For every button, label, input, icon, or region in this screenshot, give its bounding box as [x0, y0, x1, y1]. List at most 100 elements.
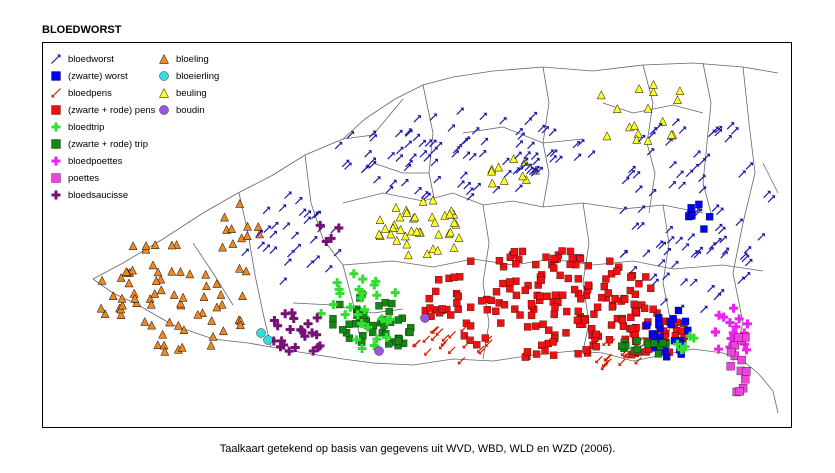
map-marker-bloeling [235, 263, 244, 273]
map-marker-bloedworst [524, 117, 532, 126]
map-marker-bloeling [242, 231, 252, 240]
map-marker-beuling [629, 121, 639, 130]
province-border [582, 202, 590, 352]
map-marker-bloedworst [480, 137, 489, 146]
map-marker-beuling [374, 229, 384, 239]
map-marker-bloedworst [420, 191, 429, 199]
map-marker-beuling [649, 79, 658, 89]
map-marker-bloedpoettes [729, 303, 739, 313]
map-marker-bloedworst [735, 218, 743, 227]
province-border [542, 66, 550, 208]
map-marker-bloedpens [438, 341, 447, 350]
map-marker-bloedworst [447, 124, 455, 132]
map-marker-bloedworst [681, 243, 689, 251]
map-marker-bloedworst [324, 265, 333, 273]
map-marker-bloedworst [549, 149, 558, 157]
map-marker-zwarte-rode-pens [584, 281, 593, 289]
map-marker-zwarte-rode-trip [375, 302, 383, 310]
map-marker-bloedsaucisse [312, 313, 322, 323]
map-marker-bloedworst [660, 298, 668, 306]
map-marker-bloedtrip [382, 316, 392, 326]
map-marker-bloedworst [424, 139, 433, 147]
map-marker-bloeling [176, 266, 185, 276]
map-marker-bloeling [153, 340, 163, 350]
map-marker-bloedsaucisse [269, 336, 279, 346]
map-marker-zwarte-rode-pens [588, 325, 596, 333]
map-marker-beuling [418, 196, 428, 206]
map-marker-bloedworst [255, 229, 263, 238]
map-marker-bloedworst [418, 139, 426, 148]
map-marker-beuling [427, 212, 437, 222]
legend-item-bloeling: bloeling [158, 52, 209, 66]
map-marker-bloedworst [541, 126, 549, 134]
cross-icon [51, 190, 61, 200]
map-marker-beuling [388, 223, 398, 232]
map-marker-zwarte-rode-trip [388, 299, 396, 308]
map-marker-bloedtrip [353, 310, 363, 320]
map-marker-zwarte-rode-pens [647, 284, 655, 292]
map-marker-bloeling [253, 222, 263, 231]
map-marker-zwarte-rode-pens [566, 260, 574, 268]
map-marker-bloedworst [462, 136, 471, 144]
map-marker-bloeling [207, 315, 217, 325]
map-marker-bloedsaucisse [326, 233, 336, 243]
map-marker-zwarte-rode-pens [550, 310, 558, 319]
map-marker-beuling [509, 154, 519, 163]
map-marker-bloedsaucisse [269, 315, 279, 325]
map-marker-bloedtrip [328, 300, 338, 310]
map-marker-zwarte-rode-pens [559, 291, 567, 299]
legend-item-poettes: poettes [50, 171, 99, 185]
map-marker-bloedpens [431, 326, 440, 334]
map-marker-bloedworst [665, 226, 673, 234]
map-marker-zwarte-rode-pens [438, 305, 446, 313]
map-marker-bloeling [167, 240, 177, 250]
map-marker-bloedsaucisse [308, 346, 318, 356]
legend-item-zwarte-rode-pens: (zwarte + rode) pens [50, 103, 155, 117]
map-marker-bloedworst [646, 148, 655, 156]
map-marker-bloedworst [687, 233, 695, 241]
map-marker-bloedworst [303, 210, 311, 218]
map-marker-beuling [643, 135, 653, 145]
map-marker-beuling [602, 131, 612, 141]
map-marker-zwarte-rode-pens [487, 296, 496, 305]
map-marker-bloedworst [389, 179, 397, 188]
map-marker-zwarte-rode-pens [532, 350, 541, 358]
map-marker-bloedtrip [369, 280, 379, 290]
map-marker-bloedtrip [316, 309, 326, 319]
map-marker-bloeling [167, 266, 177, 276]
map-marker-bloedworst [537, 124, 546, 133]
map-marker-bloedworst [364, 150, 372, 158]
map-marker-bloedworst [678, 126, 687, 134]
map-marker-bloeling [159, 340, 169, 350]
map-marker-bloeling [201, 269, 211, 279]
square-icon [51, 139, 61, 149]
map-marker-bloedtrip [372, 290, 382, 300]
map-marker-bloedworst [395, 129, 403, 138]
map-marker-bloedpens [424, 348, 432, 356]
map-marker-poettes [726, 347, 736, 357]
map-marker-bloedtrip [349, 269, 359, 279]
map-marker-bloeling [217, 299, 227, 309]
map-marker-zwarte-rode-pens [581, 316, 589, 324]
map-marker-beuling [430, 217, 440, 227]
map-marker-bloedpens [435, 328, 444, 336]
map-marker-bloedpens [462, 340, 471, 349]
map-marker-bloedworst [743, 246, 752, 254]
map-marker-bloedtrip [385, 314, 395, 324]
map-marker-zwarte-rode-pens [632, 307, 641, 316]
map-marker-zwarte-rode-pens [532, 260, 540, 269]
map-marker-bloedworst [662, 272, 670, 280]
map-marker-bloedtrip [340, 310, 350, 320]
province-border [762, 162, 779, 194]
map-marker-bloedworst [287, 250, 295, 258]
legend-label: (zwarte + rode) trip [68, 138, 148, 150]
map-marker-bloeling [208, 331, 218, 341]
map-marker-beuling [499, 175, 509, 185]
map-marker-bloedpens [448, 331, 456, 339]
map-marker-bloedworst [721, 247, 730, 256]
map-marker-bloedpoettes [726, 334, 736, 344]
map-marker-zwarte-rode-pens [613, 267, 621, 275]
legend-label: bloedworst [68, 53, 114, 65]
map-marker-bloedworst [478, 150, 487, 158]
legend-item-boudin: boudin [158, 103, 205, 117]
